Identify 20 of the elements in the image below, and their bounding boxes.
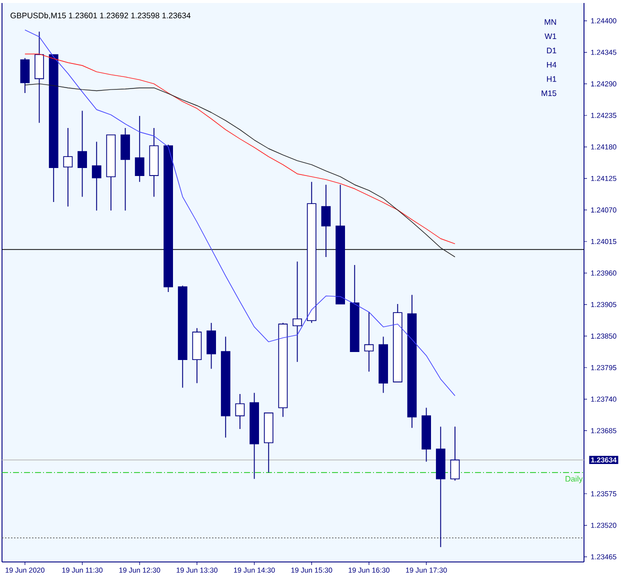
candlestick: [450, 426, 460, 482]
line-series: [24, 83, 456, 258]
candlestick: [63, 128, 73, 207]
candlestick: [235, 394, 245, 430]
candlestick: [92, 141, 102, 211]
candlestick: [364, 312, 374, 372]
candlestick: [292, 261, 302, 362]
text: D1: [547, 48, 556, 54]
candlestick: [321, 184, 331, 258]
text: H4: [547, 62, 556, 68]
text: H1: [547, 76, 556, 82]
candlestick: [20, 58, 30, 94]
ref-line-label: Daily: [566, 476, 583, 484]
candlestick: [206, 322, 216, 370]
candlestick: [78, 110, 87, 198]
text: W1: [544, 34, 556, 40]
text: M15: [542, 90, 556, 96]
candlestick: [134, 115, 144, 182]
text: MN: [544, 19, 556, 25]
text: GBPUSDb,M15 1.23601 1.23692 1.23598 1.23634: [10, 12, 191, 20]
